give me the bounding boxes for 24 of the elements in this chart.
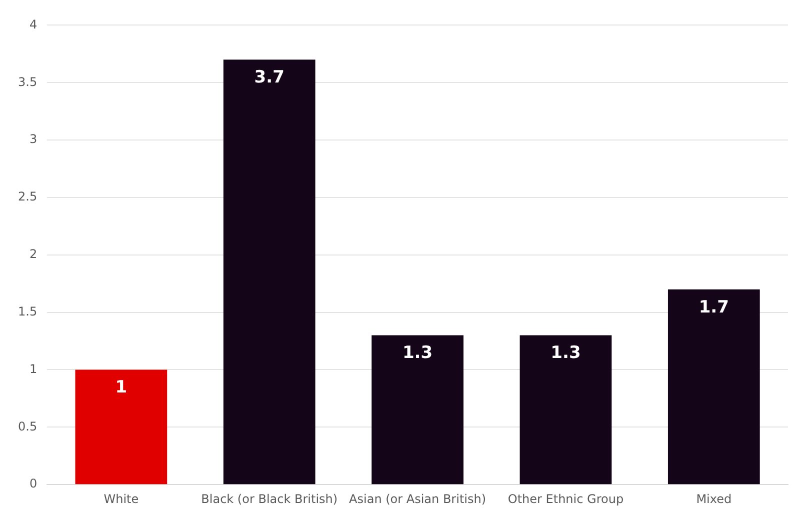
bar xyxy=(520,335,612,484)
x-tick-label: Black (or Black British) xyxy=(201,492,338,506)
y-tick-label: 1.5 xyxy=(18,304,38,318)
data-label: 1.3 xyxy=(550,343,581,364)
y-tick-label: 3 xyxy=(29,132,38,146)
data-label: 1 xyxy=(115,378,128,398)
bar xyxy=(223,60,316,484)
data-label: 1.7 xyxy=(698,297,729,318)
y-tick-label: 2 xyxy=(29,247,38,262)
data-label: 1.3 xyxy=(402,343,433,364)
y-tick-label: 0.5 xyxy=(18,419,38,434)
x-tick-label: Mixed xyxy=(696,492,732,506)
bar xyxy=(372,335,464,484)
data-label: 3.7 xyxy=(254,68,284,88)
y-tick-label: 0 xyxy=(29,476,38,491)
x-tick-label: Other Ethnic Group xyxy=(508,492,624,506)
bar xyxy=(75,370,168,484)
y-tick-label: 1 xyxy=(29,362,38,376)
y-tick-label: 2.5 xyxy=(18,190,38,204)
x-tick-label: White xyxy=(104,492,139,506)
y-tick-label: 4 xyxy=(29,17,38,32)
x-tick-label: Asian (or Asian British) xyxy=(349,492,486,506)
bar xyxy=(668,289,760,484)
y-tick-label: 3.5 xyxy=(18,74,38,89)
